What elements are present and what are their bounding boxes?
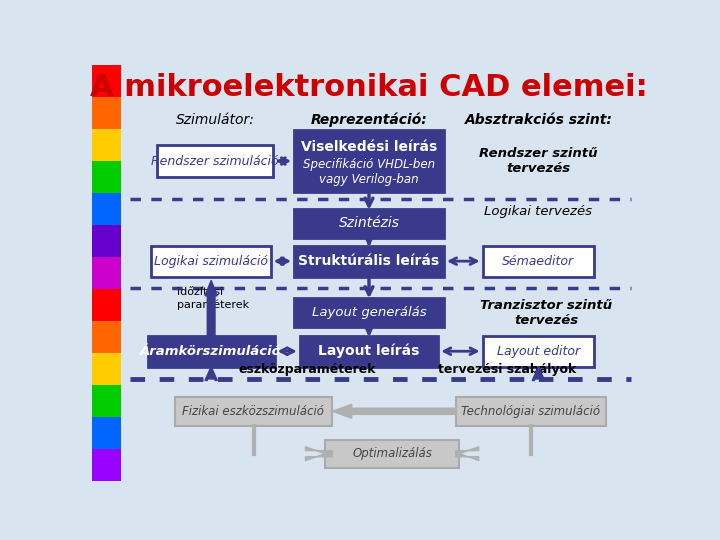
Text: tervezési szabályok: tervezési szabályok	[438, 363, 577, 376]
Text: Szintézis: Szintézis	[338, 217, 400, 231]
Bar	[92, 417, 121, 449]
Bar	[92, 321, 121, 353]
Bar	[148, 336, 274, 367]
Bar	[157, 145, 273, 177]
Bar	[92, 449, 121, 481]
Bar	[482, 246, 594, 276]
Bar	[300, 336, 438, 367]
Bar	[151, 246, 271, 276]
Text: Rendszer szimuláció: Rendszer szimuláció	[151, 154, 279, 167]
Text: Tranzisztor szintű
tervezés: Tranzisztor szintű tervezés	[480, 299, 612, 327]
Bar	[174, 397, 333, 426]
Text: Fizikai eszközszimuláció: Fizikai eszközszimuláció	[182, 405, 325, 418]
Bar	[92, 289, 121, 321]
Text: eszközparaméterek: eszközparaméterek	[238, 363, 376, 376]
Bar	[92, 353, 121, 384]
Text: Viselkedési leírás: Viselkedési leírás	[301, 140, 437, 154]
Bar	[294, 246, 444, 276]
Text: Szimulátor:: Szimulátor:	[176, 113, 254, 127]
Text: A mikroelektronikai CAD elemei:: A mikroelektronikai CAD elemei:	[90, 73, 648, 103]
Text: Sémaeditor: Sémaeditor	[503, 255, 575, 268]
Text: Logikai szimuláció: Logikai szimuláció	[154, 255, 268, 268]
Bar	[294, 209, 444, 238]
Bar	[92, 97, 121, 129]
Bar	[325, 440, 459, 468]
Text: Technológiai szimuláció: Technológiai szimuláció	[461, 405, 600, 418]
Text: Absztrakciós szint:: Absztrakciós szint:	[464, 113, 612, 127]
Bar	[294, 130, 444, 192]
Text: Rendszer szintű
tervezés: Rendszer szintű tervezés	[479, 147, 598, 175]
Bar	[92, 161, 121, 193]
Polygon shape	[333, 404, 456, 418]
Text: Logikai tervezés: Logikai tervezés	[485, 205, 593, 218]
Bar	[92, 65, 121, 97]
Bar	[92, 129, 121, 161]
Text: Reprezentáció:: Reprezentáció:	[310, 113, 428, 127]
Polygon shape	[205, 280, 217, 336]
Text: Layout generálás: Layout generálás	[312, 306, 426, 319]
Text: időzítési
paraméterek: időzítési paraméterek	[176, 287, 248, 309]
Bar	[294, 298, 444, 327]
Text: Layout leírás: Layout leírás	[318, 344, 420, 359]
Bar	[92, 384, 121, 417]
Bar	[92, 225, 121, 256]
Polygon shape	[205, 367, 217, 381]
Text: Specifikáció VHDL-ben
vagy Verilog-ban: Specifikáció VHDL-ben vagy Verilog-ban	[303, 158, 435, 186]
Text: Layout editor: Layout editor	[497, 345, 580, 357]
Text: Struktúrális leírás: Struktúrális leírás	[298, 254, 440, 268]
Bar	[92, 193, 121, 225]
Text: Optimalizálás: Optimalizálás	[352, 447, 432, 460]
Polygon shape	[456, 447, 479, 461]
Text: Áramkörszimuláció: Áramkörszimuláció	[140, 345, 282, 357]
Bar	[482, 336, 594, 367]
Polygon shape	[305, 447, 333, 461]
Bar	[92, 256, 121, 289]
Bar	[456, 397, 606, 426]
Polygon shape	[532, 367, 544, 381]
